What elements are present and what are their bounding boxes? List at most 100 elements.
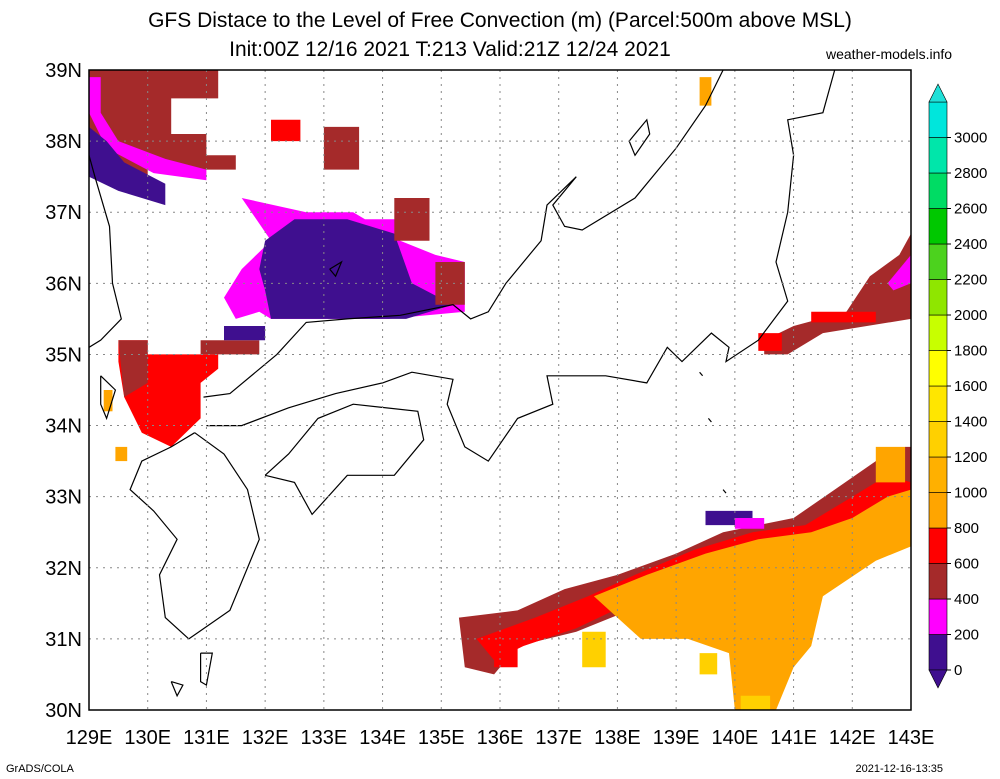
y-tick-label: 34N <box>45 416 82 438</box>
shaded-region <box>323 126 360 170</box>
colorbar-label: 2400 <box>954 236 987 253</box>
coastline <box>699 371 704 377</box>
y-tick-label: 31N <box>45 629 82 651</box>
grid-lines <box>89 70 911 710</box>
colorbar-label: 200 <box>954 627 979 644</box>
shaded-region <box>89 126 166 206</box>
shaded-region <box>435 262 465 305</box>
shaded-region <box>89 77 207 181</box>
colorbar-segment <box>928 634 948 671</box>
x-tick-label: 140E <box>711 727 758 749</box>
colorbar-label: 600 <box>954 556 979 573</box>
y-tick-label: 37N <box>45 202 82 224</box>
x-tick-label: 136E <box>477 727 524 749</box>
shaded-region <box>224 326 266 341</box>
x-tick-label: 135E <box>418 727 465 749</box>
shaded-region <box>200 340 260 355</box>
y-tick-label: 36N <box>45 273 82 295</box>
colorbar-label: 2600 <box>954 201 987 218</box>
coastline <box>264 403 425 516</box>
colorbar-segment <box>928 563 948 600</box>
colorbar-segment <box>928 492 948 529</box>
y-tick-label: 30N <box>45 700 82 722</box>
colorbar-segment <box>928 314 948 351</box>
shaded-region <box>734 518 765 529</box>
colorbar-label: 2800 <box>954 165 987 182</box>
shaded-region <box>271 119 301 142</box>
shaded-region <box>394 198 430 241</box>
colorbar-label: 800 <box>954 520 979 537</box>
colorbar-segment <box>928 279 948 316</box>
shaded-region <box>699 653 718 675</box>
colorbar-high-arrow <box>928 83 948 103</box>
coastline <box>89 155 122 348</box>
shaded-region <box>582 631 606 668</box>
x-tick-label: 130E <box>124 727 171 749</box>
colorbar-segment <box>928 137 948 174</box>
y-tick-label: 39N <box>45 60 82 82</box>
colorbar-label: 1200 <box>954 449 987 466</box>
coastline <box>100 375 117 421</box>
shaded-region <box>593 489 911 710</box>
coastline <box>628 118 651 157</box>
chart-title: GFS Distace to the Level of Free Convect… <box>148 9 852 32</box>
x-tick-label: 139E <box>653 727 700 749</box>
coastlines <box>89 70 836 698</box>
site-label: weather-models.info <box>826 46 953 62</box>
x-axis-ticks: 129E 130E 131E 132E 133E 134E 135E 136E 137E 138E… <box>66 727 935 749</box>
coastline <box>722 489 727 494</box>
shaded-region <box>740 695 771 710</box>
y-tick-label: 35N <box>45 344 82 366</box>
x-tick-label: 129E <box>66 727 113 749</box>
shaded-region <box>764 233 911 355</box>
colorbar-segment <box>928 421 948 458</box>
plot-frame <box>88 69 912 711</box>
x-tick-label: 141E <box>770 727 817 749</box>
coastline <box>206 70 836 462</box>
coastline <box>329 260 343 278</box>
coastline <box>170 681 184 698</box>
shaded-region <box>699 77 712 106</box>
shaded-region <box>811 311 876 323</box>
colorbar-label: 0 <box>954 662 962 679</box>
colorbar-label: 2200 <box>954 272 987 289</box>
y-tick-label: 33N <box>45 487 82 509</box>
colorbar-segment <box>928 385 948 422</box>
colorbar-segment <box>928 527 948 564</box>
chart-subtitle: Init:00Z 12/16 2021 T:213 Valid:21Z 12/2… <box>229 38 671 61</box>
x-tick-label: 134E <box>359 727 406 749</box>
shaded-region <box>259 219 453 319</box>
x-tick-label: 133E <box>300 727 347 749</box>
coastline <box>707 418 712 423</box>
shaded-region <box>887 254 911 291</box>
colorbar-low-arrow <box>928 669 948 689</box>
colorbar-segment <box>928 598 948 635</box>
shaded-region <box>494 646 518 668</box>
colorbar-label: 3000 <box>954 130 987 147</box>
shaded-region <box>758 333 782 351</box>
colorbar-segment <box>928 243 948 280</box>
shaded-region <box>115 446 128 462</box>
coastline <box>203 70 724 398</box>
colorbar-label: 400 <box>954 591 979 608</box>
timestamp-label: 2021-12-16-13:35 <box>855 763 943 775</box>
colorbar: 0 200 400 600 800 1000 1200 1400 1600 1800 2000 220… <box>928 83 987 689</box>
colorbar-label: 1600 <box>954 378 987 395</box>
colorbar-segment <box>928 456 948 493</box>
colorbar-label: 2000 <box>954 307 987 324</box>
colorbar-label: 1000 <box>954 485 987 502</box>
x-tick-label: 142E <box>829 727 876 749</box>
colorbar-label: 1400 <box>954 414 987 431</box>
colorbar-segment <box>928 350 948 387</box>
colorbar-segment <box>928 172 948 209</box>
colorbar-segment <box>928 101 948 138</box>
colorbar-label: 1800 <box>954 343 987 360</box>
y-axis-ticks: 30N 31N 32N 33N 34N 35N 36N 37N 38N 39N <box>45 60 82 722</box>
x-tick-label: 138E <box>594 727 641 749</box>
field-shading <box>89 70 911 710</box>
credit-label: GrADS/COLA <box>6 763 74 775</box>
x-tick-label: 132E <box>242 727 289 749</box>
x-tick-label: 137E <box>535 727 582 749</box>
x-tick-label: 143E <box>888 727 935 749</box>
shaded-region <box>875 446 906 483</box>
